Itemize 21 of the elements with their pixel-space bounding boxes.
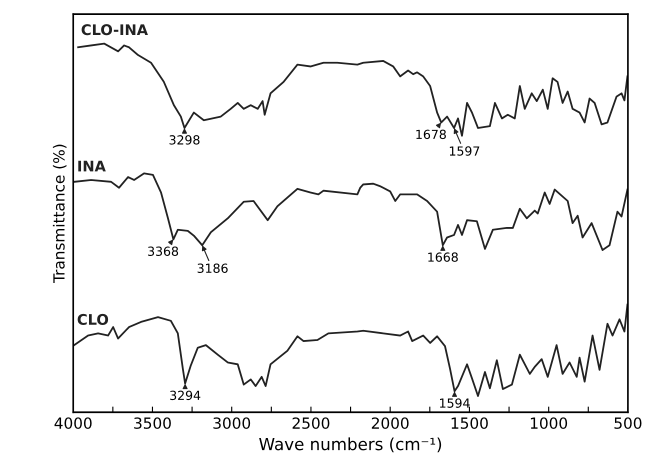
x-tick-label: 1000 bbox=[530, 417, 568, 429]
x-tick-label: 2500 bbox=[292, 417, 330, 429]
annotation: 1678 bbox=[416, 130, 446, 140]
x-tick-label: 3000 bbox=[213, 417, 250, 429]
series-label: CLO-INA bbox=[82, 24, 148, 36]
x-tick-label: 1500 bbox=[452, 417, 488, 429]
annotation: 3186 bbox=[198, 264, 228, 273]
annotation: 1594 bbox=[440, 398, 470, 408]
x-tick-label: 2000 bbox=[372, 417, 409, 429]
x-tick-label: 500 bbox=[614, 417, 642, 429]
x-axis-title: Wave numbers (cm⁻¹) bbox=[259, 437, 442, 452]
x-tick-label: 4000 bbox=[54, 417, 92, 429]
series-label: CLO bbox=[78, 314, 108, 325]
x-tick-label: 3500 bbox=[134, 417, 171, 429]
annotation: 3294 bbox=[170, 390, 200, 400]
annotation: 1597 bbox=[450, 146, 480, 156]
annotation: 3368 bbox=[148, 246, 178, 256]
annotation: 3298 bbox=[170, 135, 200, 145]
annotation: 1668 bbox=[428, 252, 458, 262]
y-axis-title: Transmittance (%) bbox=[52, 144, 67, 284]
series-label: INA bbox=[78, 160, 106, 172]
